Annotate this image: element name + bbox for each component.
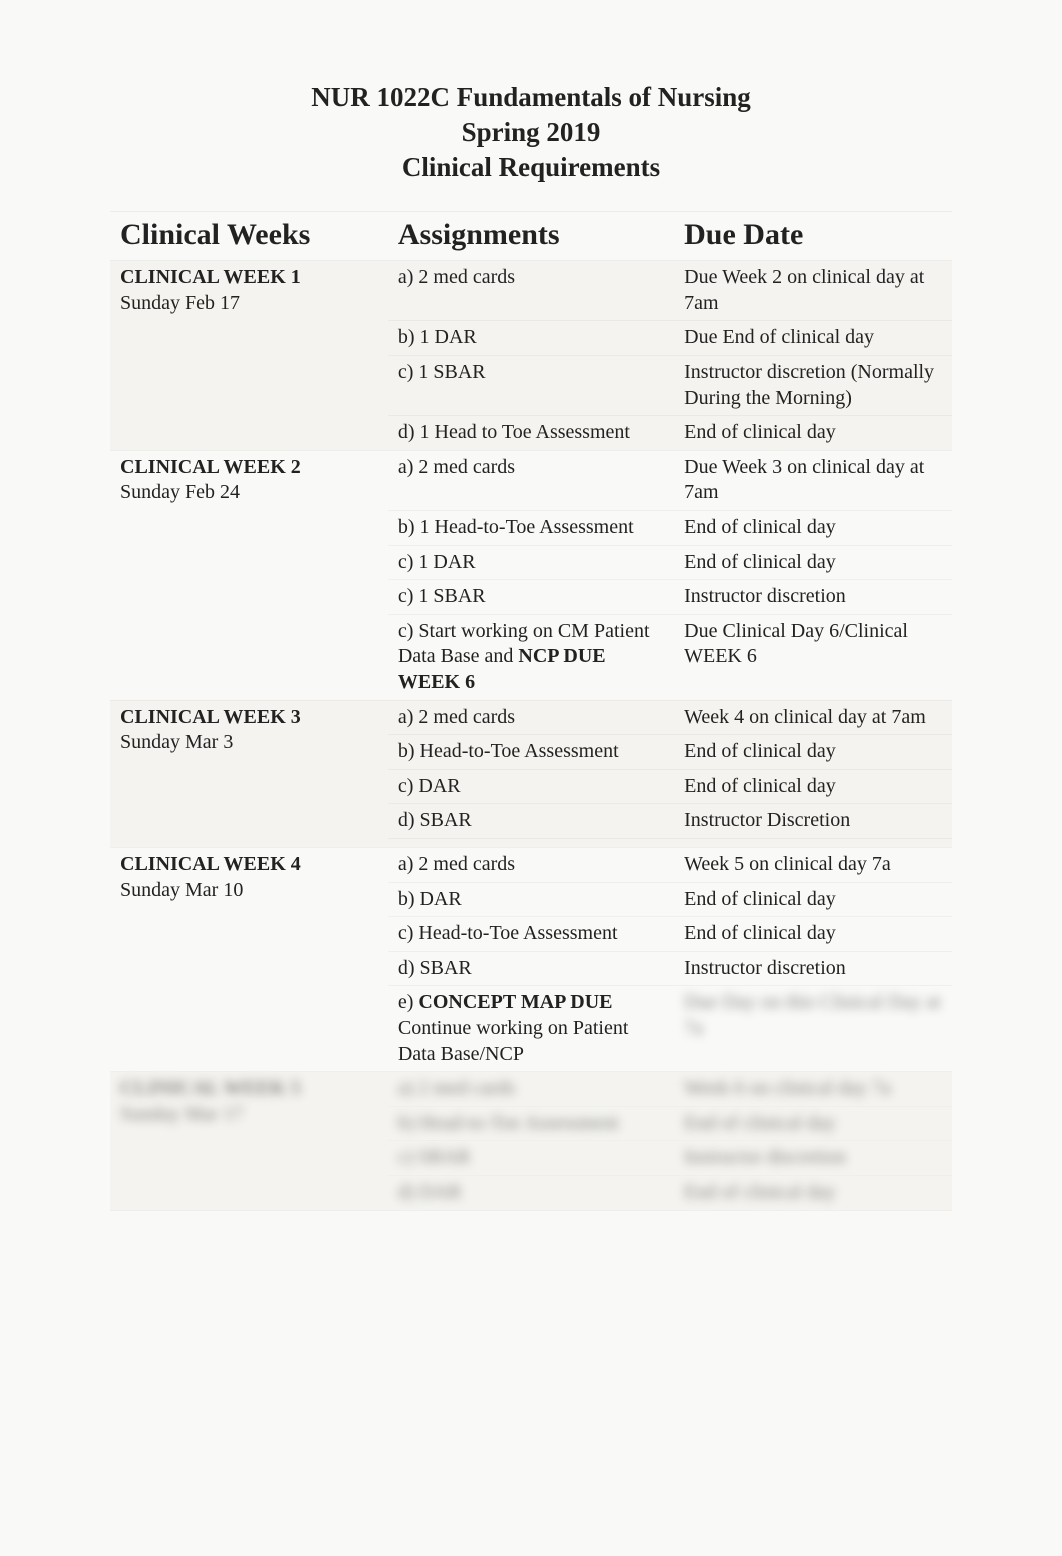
week-date: Sunday Mar 3 (120, 731, 233, 753)
week-cell: CLINICAL WEEK 4 Sunday Mar 10 (110, 847, 388, 1071)
due-cell: Instructor Discretion (674, 804, 952, 839)
week-cell: CLINICAL WEEK 3 Sunday Mar 3 (110, 700, 388, 847)
week-title: CLINICAL WEEK 2 (120, 456, 301, 478)
schedule-table: Clinical Weeks Assignments Due Date CLIN… (110, 211, 952, 1210)
due-cell: Instructor discretion (674, 1141, 952, 1176)
assignment-text: e) (398, 991, 419, 1013)
col-assignments: Assignments (388, 212, 674, 261)
title-line-3: Clinical Requirements (110, 150, 952, 185)
week-cell: CLINICAL WEEK 1 Sunday Feb 17 (110, 261, 388, 451)
due-cell: Week 4 on clinical day at 7am (674, 700, 952, 735)
assignment-cell: d) 1 Head to Toe Assessment (388, 416, 674, 451)
assignment-cell: b) 1 DAR (388, 321, 674, 356)
due-cell: End of clinical day (674, 511, 952, 546)
table-row: CLINICAL WEEK 1 Sunday Feb 17 a) 2 med c… (110, 261, 952, 321)
assignment-bold: CONCEPT MAP DUE (418, 991, 612, 1013)
due-cell: Week 6 on clinical day 7a (674, 1072, 952, 1107)
week-date: Sunday Feb 24 (120, 481, 240, 503)
col-clinical-weeks: Clinical Weeks (110, 212, 388, 261)
assignment-cell: b) Head-to-Toe Assessment (388, 735, 674, 770)
due-cell: Instructor discretion (674, 951, 952, 986)
due-cell: Due Clinical Day 6/Clinical WEEK 6 (674, 614, 952, 700)
due-cell: End of clinical day (674, 1175, 952, 1210)
blurred-text: Due Day on this Clinical Day at 7a (684, 990, 942, 1041)
assignment-cell: d) SBAR (388, 951, 674, 986)
week-cell: CLINICAL WEEK 5 Sunday Mar 17 (110, 1072, 388, 1210)
assignment-cell: c) 1 SBAR (388, 356, 674, 416)
due-cell: End of clinical day (674, 769, 952, 804)
assignment-cell: d) SBAR (388, 804, 674, 839)
due-cell (674, 838, 952, 847)
due-cell: End of clinical day (674, 735, 952, 770)
assignment-text: Continue working on Patient Data Base/NC… (398, 1017, 629, 1065)
due-cell: End of clinical day (674, 545, 952, 580)
due-cell: Week 5 on clinical day 7a (674, 847, 952, 882)
assignment-cell: d) DAR (388, 1175, 674, 1210)
table-row: CLINICAL WEEK 4 Sunday Mar 10 a) 2 med c… (110, 847, 952, 882)
due-cell: Due Week 3 on clinical day at 7am (674, 450, 952, 510)
due-cell: Instructor discretion (674, 580, 952, 615)
table-row: CLINICAL WEEK 2 Sunday Feb 24 a) 2 med c… (110, 450, 952, 510)
assignment-cell: a) 2 med cards (388, 450, 674, 510)
table-row: CLINICAL WEEK 5 Sunday Mar 17 a) 2 med c… (110, 1072, 952, 1107)
assignment-cell: b) Head-to-Toe Assessment (388, 1106, 674, 1141)
assignment-cell: c) 1 DAR (388, 545, 674, 580)
title-line-2: Spring 2019 (110, 115, 952, 150)
week-title: CLINICAL WEEK 3 (120, 706, 301, 728)
due-cell: End of clinical day (674, 1106, 952, 1141)
assignment-cell: c) DAR (388, 769, 674, 804)
table-header-row: Clinical Weeks Assignments Due Date (110, 212, 952, 261)
week-date: Sunday Feb 17 (120, 292, 240, 314)
due-cell: Instructor discretion (Normally During t… (674, 356, 952, 416)
title-block: NUR 1022C Fundamentals of Nursing Spring… (110, 80, 952, 185)
assignment-cell: a) 2 med cards (388, 1072, 674, 1107)
assignment-cell: c) SBAR (388, 1141, 674, 1176)
assignment-cell: b) 1 Head-to-Toe Assessment (388, 511, 674, 546)
assignment-cell: b) DAR (388, 882, 674, 917)
due-cell: Due Day on this Clinical Day at 7a (674, 986, 952, 1072)
col-due-date: Due Date (674, 212, 952, 261)
due-cell: End of clinical day (674, 416, 952, 451)
week-cell: CLINICAL WEEK 2 Sunday Feb 24 (110, 450, 388, 700)
week-title: CLINICAL WEEK 5 (120, 1077, 301, 1099)
assignment-cell: a) 2 med cards (388, 847, 674, 882)
assignment-cell: c) Head-to-Toe Assessment (388, 917, 674, 952)
assignment-cell: a) 2 med cards (388, 700, 674, 735)
assignment-cell: e) CONCEPT MAP DUE Continue working on P… (388, 986, 674, 1072)
week-title: CLINICAL WEEK 4 (120, 853, 301, 875)
assignment-cell: c) Start working on CM Patient Data Base… (388, 614, 674, 700)
assignment-cell: a) 2 med cards (388, 261, 674, 321)
title-line-1: NUR 1022C Fundamentals of Nursing (110, 80, 952, 115)
assignment-cell: c) 1 SBAR (388, 580, 674, 615)
page: NUR 1022C Fundamentals of Nursing Spring… (0, 0, 1062, 1556)
due-cell: Due End of clinical day (674, 321, 952, 356)
week-date: Sunday Mar 17 (120, 1103, 243, 1125)
week-title: CLINICAL WEEK 1 (120, 266, 301, 288)
due-cell: End of clinical day (674, 917, 952, 952)
table-row: CLINICAL WEEK 3 Sunday Mar 3 a) 2 med ca… (110, 700, 952, 735)
due-cell: Due Week 2 on clinical day at 7am (674, 261, 952, 321)
week-date: Sunday Mar 10 (120, 879, 243, 901)
assignment-cell (388, 838, 674, 847)
due-cell: End of clinical day (674, 882, 952, 917)
